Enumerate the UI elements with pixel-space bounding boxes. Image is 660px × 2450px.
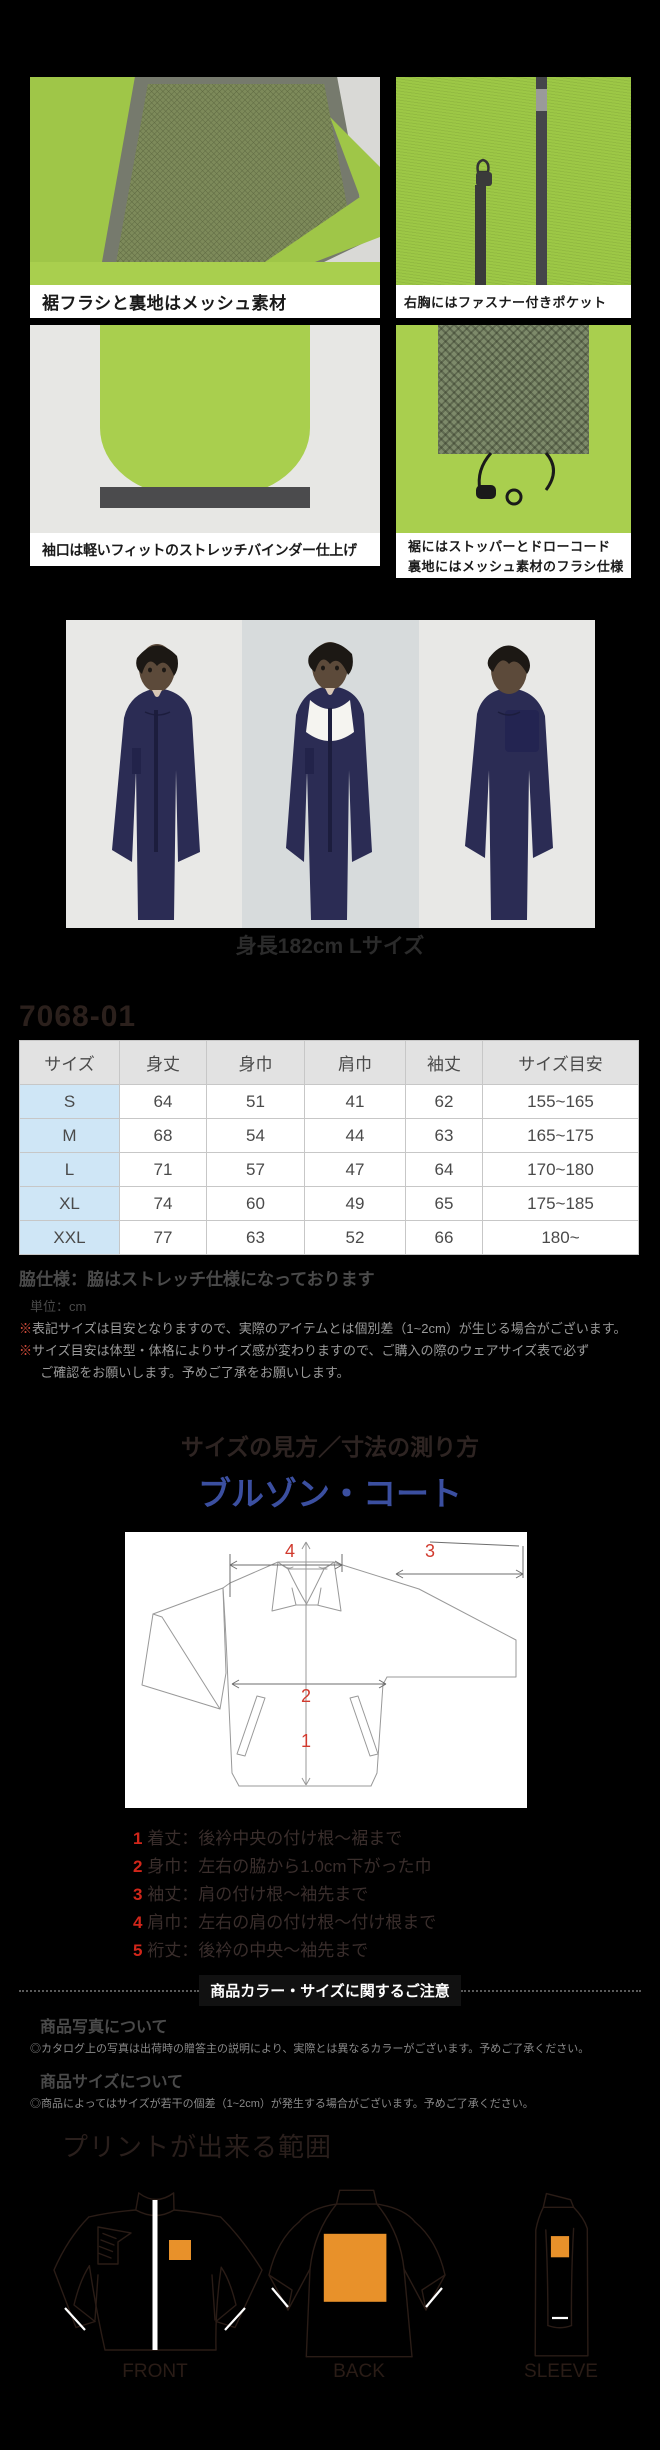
svg-text:3: 3 [425,1541,435,1561]
svg-text:1: 1 [301,1731,311,1751]
svg-text:SLEEVE: SLEEVE [524,2361,598,2380]
svg-text:BACK: BACK [333,2361,385,2380]
svg-text:4: 4 [285,1541,295,1561]
svg-text:FRONT: FRONT [122,2361,188,2382]
svg-text:2: 2 [301,1686,311,1706]
